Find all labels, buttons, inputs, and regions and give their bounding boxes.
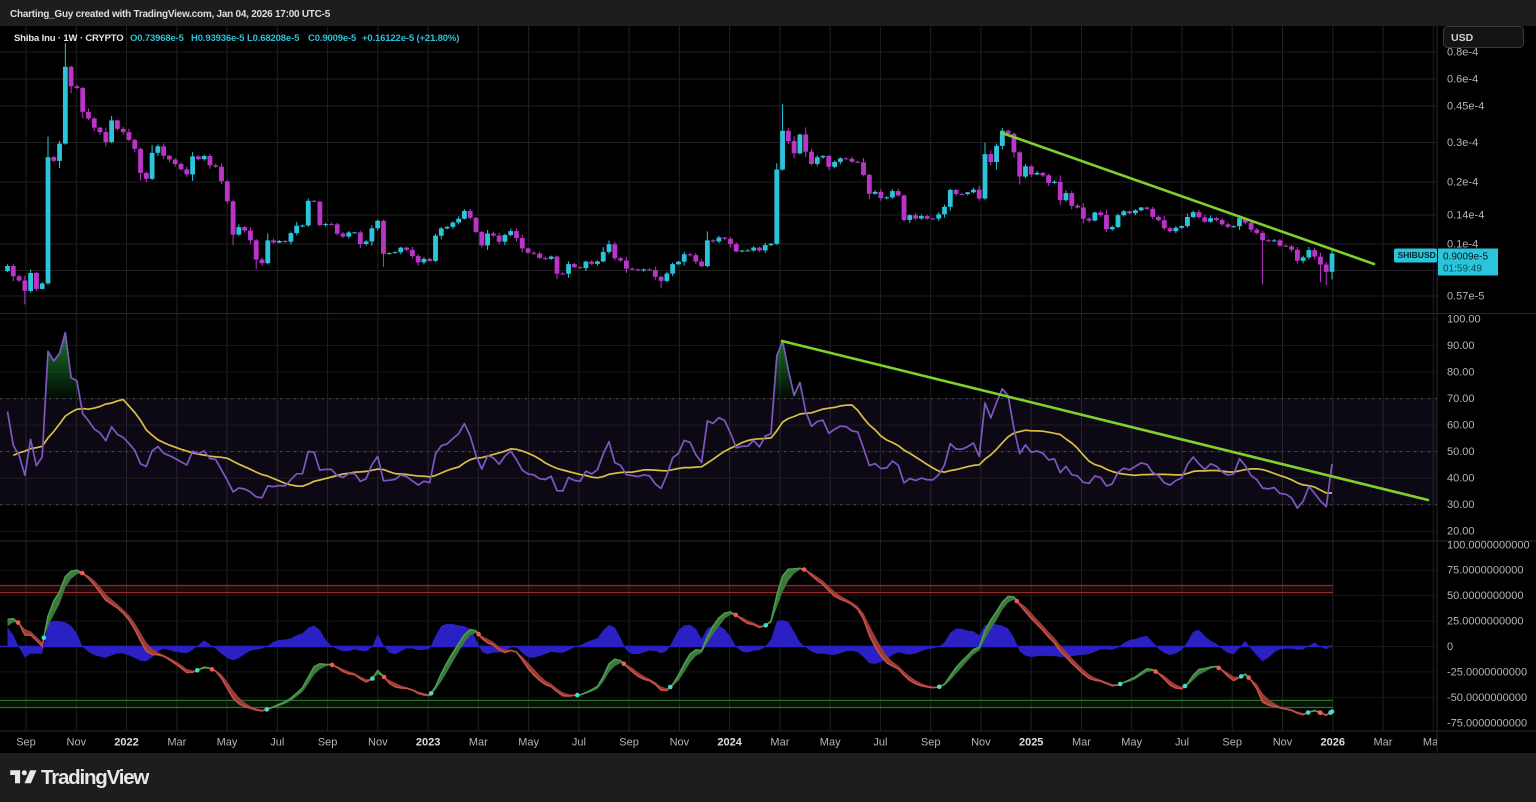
svg-text:2025: 2025 — [1019, 737, 1043, 749]
svg-text:Nov: Nov — [670, 737, 690, 749]
svg-text:0.14e-4: 0.14e-4 — [1447, 210, 1484, 222]
svg-text:25.0000000000: 25.0000000000 — [1447, 616, 1523, 628]
svg-text:Sep: Sep — [16, 737, 36, 749]
svg-text:May: May — [1423, 737, 1444, 749]
svg-text:TradingView: TradingView — [41, 766, 149, 789]
svg-text:0: 0 — [1447, 641, 1453, 653]
svg-text:+0.16122e-5 (+21.80%): +0.16122e-5 (+21.80%) — [362, 33, 459, 44]
svg-text:Mar: Mar — [469, 737, 488, 749]
svg-text:Mar: Mar — [770, 737, 789, 749]
svg-text:May: May — [820, 737, 841, 749]
svg-text:100.0000000000: 100.0000000000 — [1447, 539, 1530, 551]
svg-text:0.1e-4: 0.1e-4 — [1447, 239, 1478, 251]
svg-text:0.2e-4: 0.2e-4 — [1447, 177, 1478, 189]
svg-text:0.6e-4: 0.6e-4 — [1447, 74, 1478, 86]
svg-text:Sep: Sep — [921, 737, 941, 749]
svg-text:0.3e-4: 0.3e-4 — [1447, 137, 1478, 149]
svg-text:Shiba Inu · 1W · CRYPTO: Shiba Inu · 1W · CRYPTO — [14, 33, 124, 44]
svg-text:01:59:49: 01:59:49 — [1443, 264, 1482, 275]
svg-text:2026: 2026 — [1321, 737, 1345, 749]
svg-text:Sep: Sep — [1222, 737, 1242, 749]
svg-text:100.00: 100.00 — [1447, 314, 1481, 326]
svg-text:-50.0000000000: -50.0000000000 — [1447, 692, 1527, 704]
svg-text:50.0000000000: 50.0000000000 — [1447, 590, 1523, 602]
svg-text:2023: 2023 — [416, 737, 440, 749]
svg-text:70.00: 70.00 — [1447, 393, 1475, 405]
svg-text:Nov: Nov — [368, 737, 388, 749]
svg-text:Jul: Jul — [270, 737, 284, 749]
svg-text:-75.0000000000: -75.0000000000 — [1447, 717, 1527, 729]
svg-text:Nov: Nov — [67, 737, 87, 749]
svg-text:90.00: 90.00 — [1447, 340, 1475, 352]
svg-text:May: May — [1121, 737, 1142, 749]
svg-text:Mar: Mar — [1072, 737, 1091, 749]
svg-text:May: May — [217, 737, 238, 749]
svg-text:H0.93936e-5: H0.93936e-5 — [191, 33, 245, 44]
svg-text:Jul: Jul — [873, 737, 887, 749]
svg-text:30.00: 30.00 — [1447, 499, 1475, 511]
svg-text:May: May — [518, 737, 539, 749]
svg-text:C0.9009e-5: C0.9009e-5 — [308, 33, 357, 44]
svg-text:2022: 2022 — [114, 737, 138, 749]
svg-text:Sep: Sep — [619, 737, 639, 749]
svg-text:Mar: Mar — [167, 737, 186, 749]
svg-text:0.8e-4: 0.8e-4 — [1447, 47, 1478, 59]
svg-text:Sep: Sep — [318, 737, 338, 749]
svg-text:75.0000000000: 75.0000000000 — [1447, 565, 1523, 577]
svg-text:Charting_Guy created with Trad: Charting_Guy created with TradingView.co… — [10, 9, 331, 20]
svg-text:Jul: Jul — [1175, 737, 1189, 749]
svg-text:50.00: 50.00 — [1447, 446, 1475, 458]
svg-text:Jul: Jul — [572, 737, 586, 749]
svg-text:Nov: Nov — [1273, 737, 1293, 749]
svg-text:Mar: Mar — [1374, 737, 1393, 749]
svg-text:80.00: 80.00 — [1447, 367, 1475, 379]
svg-text:-25.0000000000: -25.0000000000 — [1447, 666, 1527, 678]
svg-text:40.00: 40.00 — [1447, 473, 1475, 485]
svg-text:USD: USD — [1451, 32, 1474, 44]
svg-text:L0.68208e-5: L0.68208e-5 — [247, 33, 300, 44]
svg-text:0.9009e-5: 0.9009e-5 — [1443, 252, 1488, 263]
svg-text:2024: 2024 — [717, 737, 742, 749]
svg-text:O0.73968e-5: O0.73968e-5 — [130, 33, 185, 44]
svg-text:0.45e-4: 0.45e-4 — [1447, 101, 1484, 113]
svg-text:20.00: 20.00 — [1447, 526, 1475, 538]
svg-text:SHIBUSD: SHIBUSD — [1398, 250, 1436, 260]
svg-text:0.57e-5: 0.57e-5 — [1447, 291, 1484, 303]
svg-text:Nov: Nov — [971, 737, 991, 749]
svg-text:60.00: 60.00 — [1447, 420, 1475, 432]
